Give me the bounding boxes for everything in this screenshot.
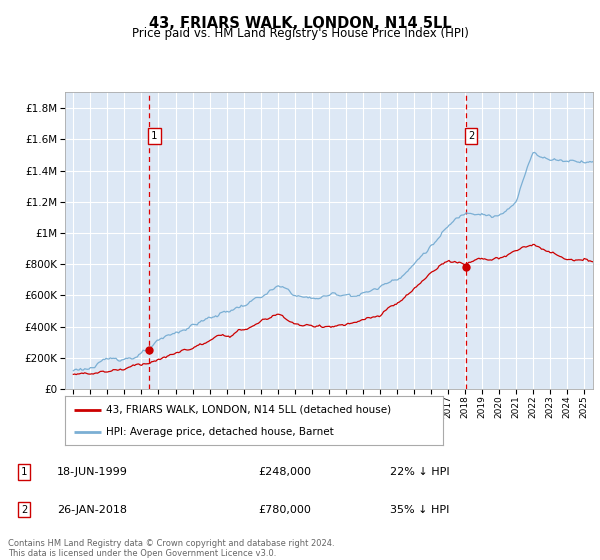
Text: £780,000: £780,000 [258,505,311,515]
Text: 43, FRIARS WALK, LONDON, N14 5LL (detached house): 43, FRIARS WALK, LONDON, N14 5LL (detach… [106,405,392,415]
Text: 1: 1 [21,467,27,477]
Text: Price paid vs. HM Land Registry's House Price Index (HPI): Price paid vs. HM Land Registry's House … [131,27,469,40]
Text: 2: 2 [468,131,474,141]
Text: HPI: Average price, detached house, Barnet: HPI: Average price, detached house, Barn… [106,427,334,437]
Text: 26-JAN-2018: 26-JAN-2018 [57,505,127,515]
Text: 2: 2 [21,505,27,515]
Text: 22% ↓ HPI: 22% ↓ HPI [390,467,449,477]
Text: £248,000: £248,000 [258,467,311,477]
Text: 1: 1 [151,131,157,141]
Text: Contains HM Land Registry data © Crown copyright and database right 2024.
This d: Contains HM Land Registry data © Crown c… [8,539,334,558]
Text: 43, FRIARS WALK, LONDON, N14 5LL: 43, FRIARS WALK, LONDON, N14 5LL [149,16,451,31]
Text: 18-JUN-1999: 18-JUN-1999 [57,467,128,477]
Text: 35% ↓ HPI: 35% ↓ HPI [390,505,449,515]
